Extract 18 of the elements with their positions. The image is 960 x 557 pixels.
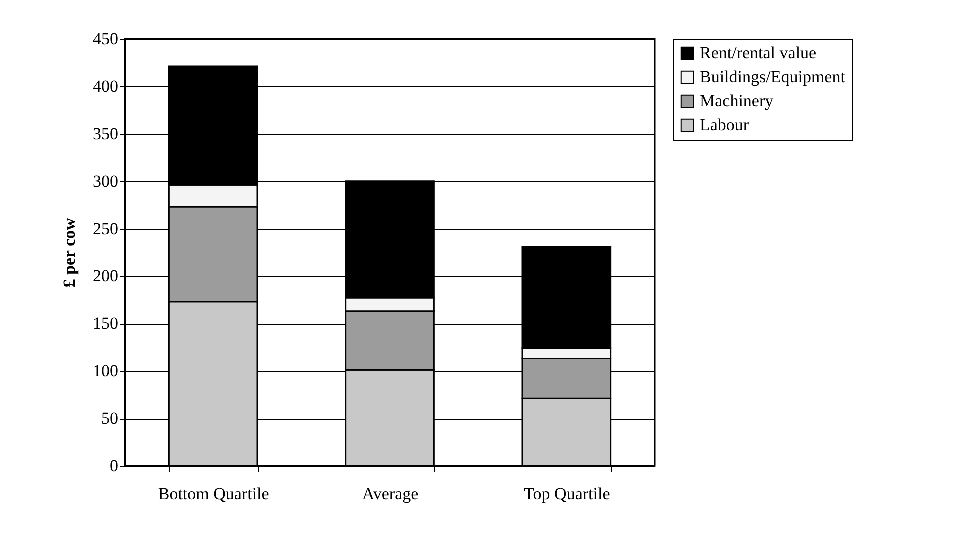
legend-label: Rent/rental value	[700, 44, 817, 62]
x-tick-label: Average	[362, 484, 419, 504]
y-tick-label: 0	[110, 456, 118, 476]
y-tick-label: 100	[93, 362, 118, 381]
y-tick-label: 300	[93, 172, 118, 191]
x-tick-label: Bottom Quartile	[158, 484, 270, 504]
y-tick-label: 400	[93, 76, 118, 96]
y-tick-label: 350	[93, 124, 118, 144]
y-tick-label: 250	[93, 219, 118, 238]
legend-label: Buildings/Equipment	[700, 68, 846, 86]
y-tick-label: 450	[93, 30, 118, 48]
x-tick-label: Top Quartile	[524, 484, 610, 504]
y-axis-title: £ per cow	[60, 218, 79, 288]
y-tick-label: 150	[93, 314, 118, 334]
legend-label: Machinery	[700, 92, 774, 110]
y-tick-label: 50	[102, 409, 118, 428]
y-tick-label: 200	[93, 266, 118, 286]
legend-label: Labour	[700, 116, 750, 134]
